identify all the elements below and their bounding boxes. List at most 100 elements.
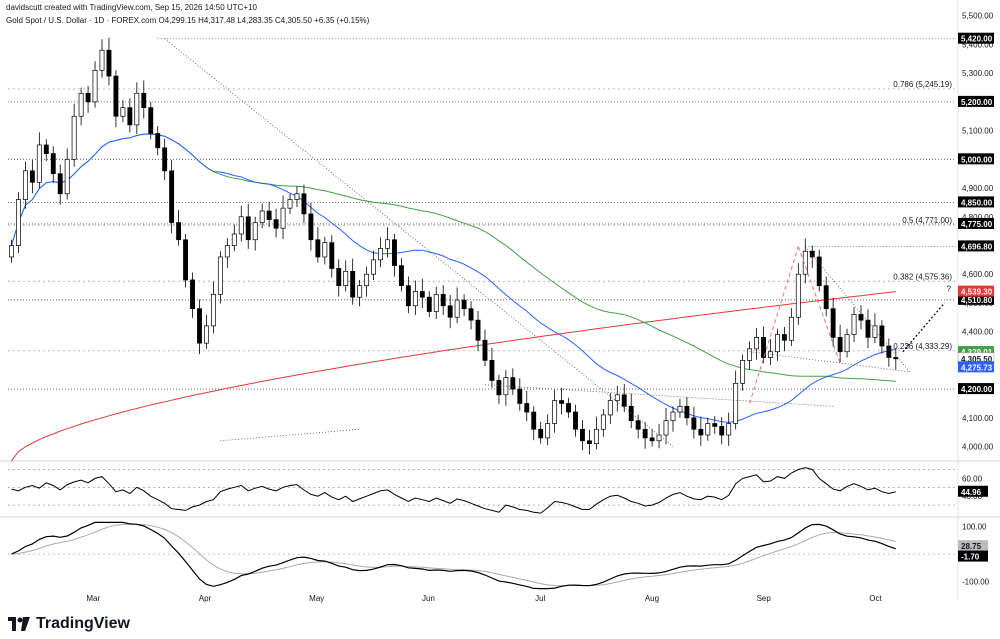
candle-body	[426, 296, 432, 312]
price-tag-bg	[958, 361, 994, 373]
candle-body	[350, 270, 356, 298]
candle-body	[357, 285, 363, 298]
candle-body	[433, 293, 439, 312]
level-tag-bg	[958, 217, 994, 229]
candle-body	[134, 92, 140, 126]
candle-body	[315, 239, 321, 258]
candle-body	[378, 248, 383, 261]
time-axis-tick: Jun	[422, 594, 435, 603]
candle-body	[92, 69, 98, 103]
annotation-question: ?	[947, 284, 952, 293]
candle-body	[552, 400, 558, 424]
candle-body	[844, 334, 850, 353]
candle-body	[217, 256, 223, 295]
candle-body	[600, 414, 606, 430]
candle-body	[586, 440, 592, 444]
candle-body	[280, 207, 286, 229]
candle-body	[795, 273, 801, 318]
time-axis-tick: Apr	[199, 594, 212, 603]
candle-body	[155, 133, 161, 149]
candle-body	[510, 377, 516, 390]
candle-body	[99, 49, 105, 71]
candle-body	[754, 337, 759, 350]
candle-body	[169, 170, 175, 223]
level-tag: 4,850.00	[961, 198, 993, 207]
candle-body	[398, 265, 404, 287]
candle-body	[364, 273, 370, 287]
time-axis-tick: Sep	[757, 594, 772, 603]
candle-body	[761, 337, 766, 358]
candle-body	[830, 308, 836, 338]
candle-body	[57, 173, 63, 195]
candle-body	[412, 291, 418, 307]
level-tag: 5,420.00	[961, 35, 993, 44]
candle-body	[273, 219, 279, 229]
candle-body	[405, 285, 411, 307]
candle-body	[9, 245, 14, 258]
tradingview-wordmark: TradingView	[36, 615, 130, 632]
candle-body	[545, 423, 551, 439]
price-axis-tick: 5,500.00	[962, 12, 994, 21]
price-tag: 4,539.30	[961, 288, 993, 297]
candle-body	[162, 147, 168, 172]
wedge-upper-line	[804, 246, 911, 373]
candle-body	[454, 299, 460, 318]
candle-body	[322, 242, 328, 258]
candle-body	[238, 216, 244, 235]
ma-slow-line	[11, 291, 896, 462]
candle-body	[566, 403, 571, 413]
candle-body	[670, 411, 676, 422]
level-tag: 5,200.00	[961, 98, 993, 107]
candle-body	[22, 170, 28, 200]
level-tag: 4,200.00	[961, 385, 993, 394]
fib-anchor-line	[749, 246, 799, 404]
candle-body	[607, 400, 613, 416]
candle-body	[858, 314, 864, 321]
level-tag: 4,696.80	[961, 242, 993, 251]
level-tag: 4,775.00	[961, 220, 993, 229]
candle-body	[489, 360, 495, 381]
candle-body	[656, 434, 662, 442]
time-axis-tick: Oct	[869, 594, 882, 603]
candle-body	[113, 75, 119, 117]
macd-axis-tick: -100.00	[962, 578, 990, 587]
level-tag-bg	[958, 32, 994, 44]
macd-axis-tick: 100.00	[962, 523, 987, 532]
candle-body	[392, 239, 397, 266]
price-axis-tick: 4,900.00	[962, 184, 994, 193]
candle-body	[635, 420, 641, 430]
candle-body	[649, 437, 655, 442]
candle-body	[823, 285, 829, 310]
level-tag: 4,510.80	[961, 296, 993, 305]
price-tag: 4,305.50	[961, 355, 993, 364]
candle-body	[308, 213, 314, 241]
candle-body	[593, 428, 599, 444]
candle-body	[496, 380, 502, 396]
time-axis-tick: May	[309, 594, 324, 603]
candle-body	[336, 268, 342, 287]
candle-body	[719, 426, 725, 436]
candle-body	[385, 239, 390, 249]
candle-body	[71, 115, 77, 160]
candle-body	[809, 250, 815, 258]
price-tag: 4,329.01	[961, 348, 993, 357]
fib-level-label: 0.236 (4,333.29)	[893, 342, 952, 351]
tradingview-icon	[8, 617, 30, 631]
candle-body	[614, 394, 620, 401]
candle-body	[865, 319, 871, 338]
rsi-line	[11, 467, 896, 514]
candle-body	[176, 222, 182, 241]
candle-body	[559, 400, 565, 404]
candle-body	[224, 245, 230, 258]
candle-body	[106, 49, 112, 77]
chart-author-line: davidscutt created with TradingView.com,…	[6, 3, 257, 12]
candle-body	[642, 428, 648, 439]
candle-body	[50, 153, 56, 175]
candle-body	[447, 305, 453, 318]
price-axis-tick: 4,000.00	[962, 443, 994, 452]
projection-arrow	[902, 302, 946, 353]
candle-body	[482, 339, 488, 361]
downtrend-line	[164, 38, 674, 447]
candle-body	[726, 423, 732, 436]
